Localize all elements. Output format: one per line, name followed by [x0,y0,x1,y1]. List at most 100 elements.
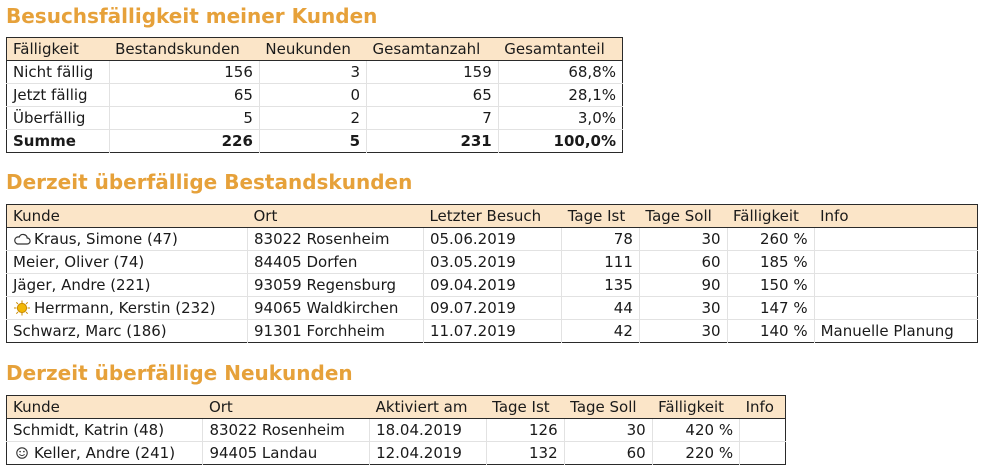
ort-cell: 84405 Dorfen [247,250,424,274]
faelligkeit-cell: 185 % [727,250,815,274]
tage-soll-cell: 60 [564,441,653,465]
total-row: Summe 226 5 231 100,0% [6,129,623,153]
kunde-name: Schmidt, Katrin (48) [13,421,165,439]
total-bestandskunden: 226 [109,129,260,153]
kunde-name: Jäger, Andre (221) [13,276,151,294]
info-cell [739,418,786,442]
table-row[interactable]: Keller, Andre (241) 94405 Landau 12.04.2… [6,441,786,465]
gesamtanteil-cell: 28,1% [498,83,623,107]
kunde-cell[interactable]: Herrmann, Kerstin (232) [6,296,248,320]
letzter-besuch-cell: 05.06.2019 [423,227,563,251]
kunde-name: Schwarz, Marc (186) [13,322,167,340]
total-neukunden: 5 [259,129,368,153]
neukunden-cell: 2 [259,106,368,130]
tage-soll-cell: 60 [639,250,728,274]
tage-soll-cell: 30 [639,319,728,343]
kunde-cell[interactable]: Jäger, Andre (221) [6,273,248,297]
existing-header-row: Kunde Ort Letzter Besuch Tage Ist Tage S… [6,204,978,228]
tage-soll-cell: 90 [639,273,728,297]
kunde-cell[interactable]: Keller, Andre (241) [6,441,204,465]
bestandskunden-cell: 65 [109,83,260,107]
neukunden-cell: 0 [259,83,368,107]
gesamtanteil-cell: 3,0% [498,106,623,130]
kunde-cell[interactable]: Schmidt, Katrin (48) [6,418,204,442]
info-cell [814,296,978,320]
faelligkeit-cell: 260 % [727,227,815,251]
table-row[interactable]: Schwarz, Marc (186) 91301 Forchheim 11.0… [6,319,978,343]
letzter-besuch-cell: 11.07.2019 [423,319,563,343]
column-header[interactable]: Fälligkeit [727,204,815,228]
column-header[interactable]: Aktiviert am [369,395,487,419]
new-header-row: Kunde Ort Aktiviert am Tage Ist Tage Sol… [6,395,786,419]
aktiviert-am-cell: 12.04.2019 [369,441,487,465]
gesamtanzahl-cell: 65 [366,83,499,107]
info-cell [814,273,978,297]
sun-icon [13,300,31,316]
faelligkeit-cell: Nicht fällig [6,60,110,84]
column-header[interactable]: Bestandskunden [109,37,260,61]
faelligkeit-cell: 420 % [652,418,741,442]
column-header[interactable]: Ort [202,395,370,419]
ort-cell: 83022 Rosenheim [247,227,424,251]
summary-table: Fälligkeit Bestandskunden Neukunden Gesa… [6,37,623,153]
existing-customers-title: Derzeit überfällige Bestandskunden [6,170,413,194]
column-header[interactable]: Gesamtanteil [498,37,623,61]
kunde-cell[interactable]: Kraus, Simone (47) [6,227,248,251]
column-header[interactable]: Ort [247,204,424,228]
tage-ist-cell: 111 [561,250,640,274]
faelligkeit-cell: 220 % [652,441,741,465]
table-row[interactable]: Herrmann, Kerstin (232) 94065 Waldkirche… [6,296,978,320]
letzter-besuch-cell: 09.07.2019 [423,296,563,320]
info-cell: Manuelle Planung [820,322,954,340]
total-gesamtanteil: 100,0% [553,132,616,150]
column-header[interactable]: Tage Soll [564,395,653,419]
column-header[interactable]: Tage Ist [486,395,565,419]
faelligkeit-cell: 150 % [727,273,815,297]
column-header[interactable]: Tage Ist [561,204,640,228]
table-row: Jetzt fällig 65 0 65 28,1% [6,83,623,107]
total-label: Summe [6,129,110,153]
tage-soll-cell: 30 [564,418,653,442]
column-header[interactable]: Kunde [6,204,248,228]
column-header[interactable]: Fälligkeit [652,395,740,419]
tage-ist-cell: 44 [561,296,640,320]
column-header[interactable]: Gesamtanzahl [366,37,499,61]
table-row[interactable]: Schmidt, Katrin (48) 83022 Rosenheim 18.… [6,418,786,442]
column-header[interactable]: Neukunden [259,37,367,61]
summary-header-row: Fälligkeit Bestandskunden Neukunden Gesa… [6,37,623,61]
aktiviert-am-cell: 18.04.2019 [369,418,487,442]
info-cell [814,227,978,251]
column-header[interactable]: Fälligkeit [6,37,110,61]
table-row[interactable]: Meier, Oliver (74) 84405 Dorfen 03.05.20… [6,250,978,274]
letzter-besuch-cell: 09.04.2019 [423,273,563,297]
tage-ist-cell: 126 [486,418,565,442]
column-header[interactable]: Tage Soll [639,204,728,228]
ort-cell: 93059 Regensburg [247,273,424,297]
cloud-icon [13,231,31,247]
kunde-name: Meier, Oliver (74) [13,253,145,271]
tage-ist-cell: 42 [561,319,640,343]
column-header[interactable]: Letzter Besuch [423,204,562,228]
info-cell [740,442,786,465]
faelligkeit-cell: 140 % [727,319,815,343]
kunde-cell[interactable]: Schwarz, Marc (186) [6,319,248,343]
faelligkeit-cell: 147 % [727,296,815,320]
faelligkeit-cell: Überfällig [6,106,110,130]
faelligkeit-cell: Jetzt fällig [6,83,110,107]
total-gesamtanzahl: 231 [366,129,499,153]
bestandskunden-cell: 5 [109,106,260,130]
column-header[interactable]: Info [814,204,978,228]
table-row[interactable]: Kraus, Simone (47) 83022 Rosenheim 05.06… [6,227,978,251]
smiley-icon [13,445,31,461]
column-header[interactable]: Info [739,395,786,419]
ort-cell: 91301 Forchheim [247,319,424,343]
column-header[interactable]: Kunde [6,395,203,419]
table-row[interactable]: Jäger, Andre (221) 93059 Regensburg 09.0… [6,273,978,297]
table-row: Überfällig 5 2 7 3,0% [6,106,623,130]
tage-soll-cell: 30 [639,227,728,251]
ort-cell: 94405 Landau [202,441,371,465]
gesamtanzahl-cell: 159 [366,60,499,84]
gesamtanzahl-cell: 7 [366,106,499,130]
kunde-cell[interactable]: Meier, Oliver (74) [6,250,248,274]
summary-title: Besuchsfälligkeit meiner Kunden [6,4,378,28]
